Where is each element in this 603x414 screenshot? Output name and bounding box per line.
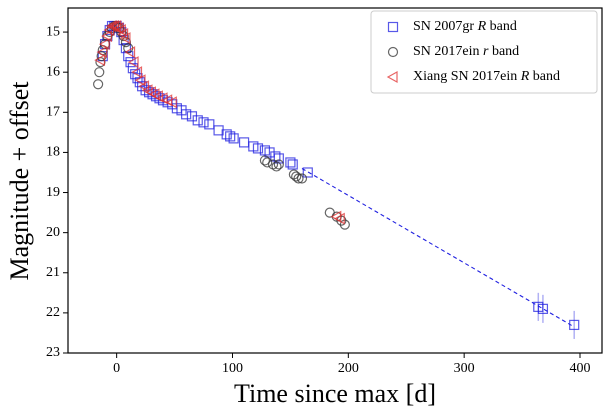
legend-label: SN 2007gr R band: [413, 19, 517, 34]
data-point: [138, 80, 150, 93]
plot-frame: [67, 7, 603, 354]
data-point: [537, 303, 549, 314]
y-tick-label: 15: [46, 24, 60, 39]
legend-label: Xiang SN 2017ein R band: [413, 69, 560, 84]
data-point: [166, 96, 177, 109]
data-point: [98, 38, 110, 51]
data-point: [96, 46, 108, 59]
data-point: [112, 22, 124, 35]
data-point: [569, 319, 580, 331]
fit-line: [301, 167, 575, 328]
data-point: [302, 167, 313, 178]
data-point: [198, 117, 209, 128]
y-tick-label: 21: [46, 265, 60, 280]
data-point: [386, 70, 398, 84]
x-tick-label: 100: [222, 361, 243, 376]
data-point: [105, 20, 117, 33]
data-point: [125, 57, 136, 68]
y-tick-label: 16: [46, 64, 60, 79]
x-tick-label: 400: [569, 361, 590, 376]
data-point: [181, 109, 192, 120]
data-point: [287, 159, 298, 170]
y-tick-label: 17: [46, 105, 60, 120]
y-tick-label: 20: [46, 225, 60, 240]
data-point: [110, 20, 122, 33]
data-point: [204, 119, 215, 130]
data-point: [94, 67, 105, 78]
data-point: [238, 137, 250, 148]
data-point: [119, 32, 131, 45]
y-tick-label: 23: [46, 345, 60, 360]
data-point: [225, 131, 236, 142]
y-tick-label: 19: [46, 185, 60, 200]
data-point: [273, 159, 284, 170]
y-tick-label: 18: [46, 145, 60, 160]
legend-label: SN 2017ein r band: [413, 44, 519, 59]
y-axis-label: Magnitude + offset: [5, 81, 34, 281]
y-tick-label: 22: [46, 305, 60, 320]
data-point: [134, 74, 146, 87]
x-tick-label: 300: [454, 361, 475, 376]
data-point: [259, 155, 271, 166]
x-tick-label: 200: [338, 361, 359, 376]
data-point: [93, 79, 104, 90]
data-point: [387, 46, 399, 58]
data-point: [387, 21, 399, 33]
x-axis-label: Time since max [d]: [234, 379, 436, 408]
data-point: [124, 46, 136, 59]
x-tick-label: 0: [113, 361, 120, 376]
data-point: [262, 157, 273, 168]
data-point: [131, 66, 143, 79]
data-point: [192, 115, 203, 126]
data-point: [252, 143, 264, 154]
data-point: [293, 173, 304, 184]
data-point: [291, 171, 302, 182]
data-point: [228, 133, 239, 144]
legend-box: [370, 10, 598, 94]
data-point: [271, 161, 282, 172]
data-point: [285, 157, 296, 168]
data-point: [339, 219, 350, 230]
data-point: [94, 54, 106, 67]
data-point: [296, 173, 308, 184]
data-point: [101, 30, 112, 43]
data-point: [333, 212, 345, 225]
data-point: [127, 56, 139, 69]
